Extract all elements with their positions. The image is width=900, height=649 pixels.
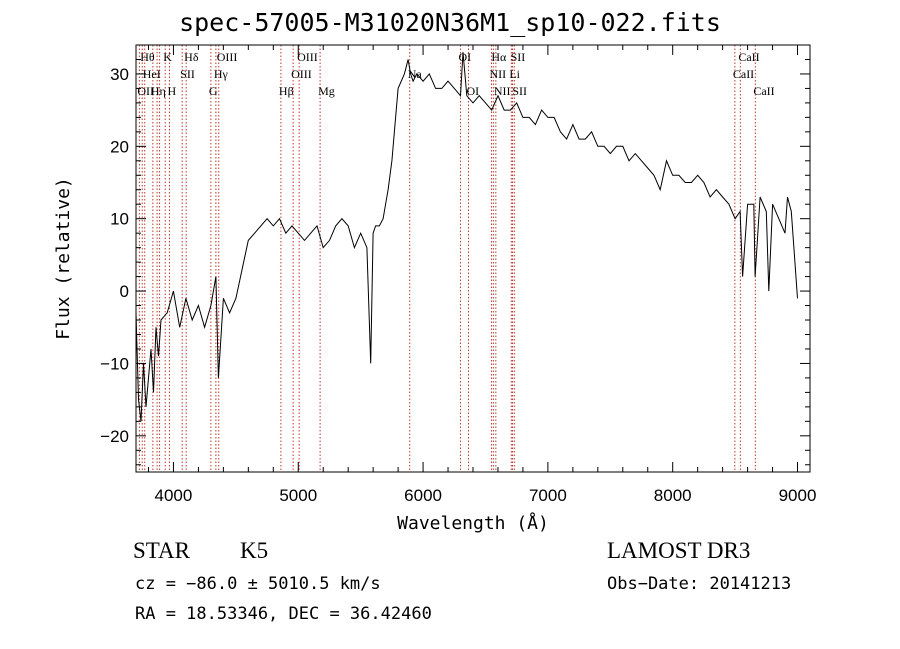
y-tick-label: 20 [110,137,129,156]
spectral-lines-layer [138,45,756,472]
redshift-text: cz = −86.0 ± 5010.5 km/s [135,574,381,594]
spectral-line-label: OIII [291,67,312,81]
object-subclass: K5 [240,538,269,563]
spectral-line-label: OIII [217,50,238,64]
survey-name: LAMOST DR3 [607,538,751,563]
spectral-line-label: Hβ [279,84,294,98]
spectral-line-label: CaII [733,67,754,81]
spectral-line-label: G [209,84,218,98]
spectral-line-label: SII [512,84,527,98]
x-tick-label: 9000 [779,486,817,505]
spectral-line-label: Mg [318,84,335,98]
y-tick-label: −10 [100,354,129,373]
spectral-line-label: Na [408,67,423,81]
y-tick-label: 0 [120,282,129,301]
y-axis-label: Flux (relative) [53,177,74,340]
spectral-line-label: H [167,84,176,98]
spectral-line-label: Hδ [184,50,199,64]
spectral-line-label: Hα [491,50,507,64]
spectral-line-label: OII [137,84,154,98]
plot-frame [135,44,811,473]
spectral-line-label: Li [509,67,520,81]
spectral-line-label: OIII [297,50,318,64]
spectral-line-label: Hγ [214,67,229,81]
axes-layer: 4000 5000 6000 7000 8000 9000 −20 −10 0 10 20 30 Wav… [53,44,817,534]
spectral-line-label: CaII [738,50,759,64]
obs-date: Obs−Date: 20141213 [607,574,792,594]
object-class: STAR [133,538,190,563]
spectral-line-label: Hθ [140,50,155,64]
x-tick-label: 8000 [654,486,692,505]
spectral-line-label: K [163,50,172,64]
chart-title: spec-57005-M31020N36M1_sp10-022.fits [179,8,721,37]
spectrum-layer [135,52,798,422]
spectral-line-label: NII [489,67,506,81]
x-tick-label: 5000 [279,486,317,505]
x-tick-label: 7000 [529,486,567,505]
x-tick-label: 6000 [404,486,442,505]
spectral-line-label: CaII [753,84,774,98]
spectral-line-label: HeI [143,67,161,81]
x-axis-label: Wavelength (Å) [397,512,549,534]
spectral-line-label: SII [180,67,195,81]
spectral-line-label: SII [511,50,526,64]
y-tick-label: 30 [110,65,129,84]
spectral-line-label: OI [467,84,480,98]
y-tick-label: 10 [110,210,129,229]
y-tick-label: −20 [100,427,129,446]
x-tick-label: 4000 [155,486,193,505]
spectral-line-label: Hη [151,84,166,98]
spectral-line-label: OI [459,50,472,64]
spectrum-line [135,52,798,422]
spectral-line-label: NII [494,84,511,98]
coordinates: RA = 18.53346, DEC = 36.42460 [135,604,432,624]
